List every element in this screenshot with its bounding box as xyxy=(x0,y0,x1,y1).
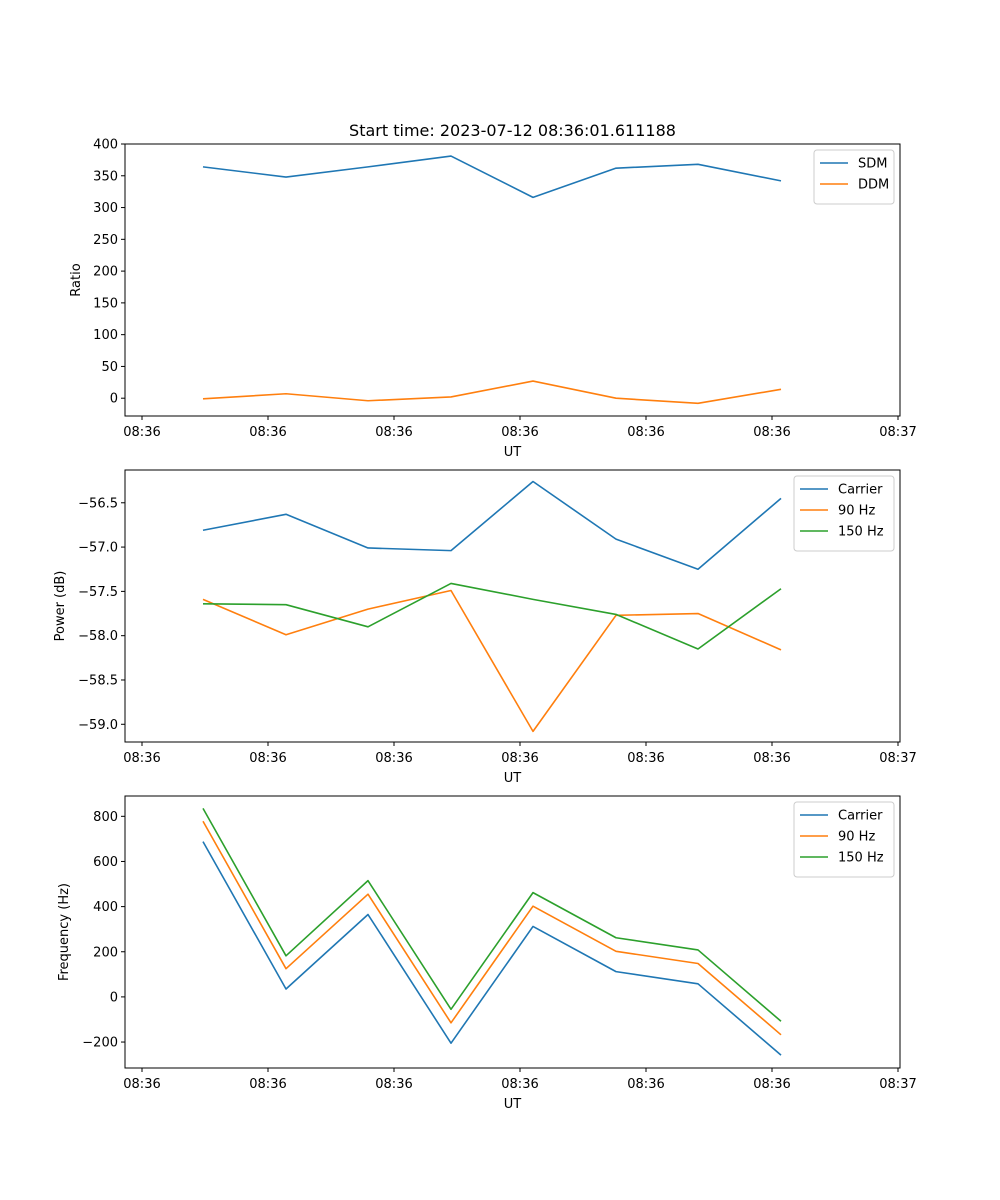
y-tick-label: −56.5 xyxy=(78,496,118,511)
legend-label: 150 Hz xyxy=(838,525,884,540)
y-tick-label: 400 xyxy=(93,900,118,915)
x-tick-label: 08:36 xyxy=(627,751,664,766)
x-tick-label: 08:36 xyxy=(249,425,286,440)
legend: Carrier 90 Hz 150 Hz xyxy=(793,475,895,552)
y-tick-label: −58.0 xyxy=(78,629,118,644)
x-axis-label: UT xyxy=(504,771,522,786)
legend-label: SDM xyxy=(858,157,887,172)
legend-label: Carrier xyxy=(838,809,883,824)
y-tick-label: 0 xyxy=(110,392,118,407)
chart-panel-3: −200 0 200 400 600 800 08:36 08:36 08:36 08:36 08:… xyxy=(57,795,917,1112)
x-tick-label: 08:37 xyxy=(879,751,916,766)
x-tick-label: 08:36 xyxy=(753,1077,790,1092)
legend-label: DDM xyxy=(858,178,889,193)
x-tick-label: 08:37 xyxy=(879,1077,916,1092)
y-tick-label: −200 xyxy=(82,1036,118,1051)
x-tick-label: 08:36 xyxy=(753,751,790,766)
series-line-90-hz xyxy=(202,589,782,733)
x-axis-label: UT xyxy=(504,445,522,460)
x-tick-label: 08:36 xyxy=(123,1077,160,1092)
y-axis-label: Ratio xyxy=(69,263,84,296)
x-tick-label: 08:36 xyxy=(375,1077,412,1092)
y-tick-label: −59.0 xyxy=(78,718,118,733)
axes-frame xyxy=(124,795,901,1069)
y-tick-label: 300 xyxy=(93,201,118,216)
legend-box xyxy=(793,801,895,878)
x-tick-label: 08:36 xyxy=(501,751,538,766)
y-tick-label: 350 xyxy=(93,169,118,184)
series-line-90-hz xyxy=(202,820,782,1036)
x-tick-label: 08:36 xyxy=(627,425,664,440)
legend-label: 90 Hz xyxy=(838,504,875,519)
legend: SDM DDM xyxy=(813,149,895,205)
y-tick-label: 200 xyxy=(93,945,118,960)
y-tick-label: 600 xyxy=(93,855,118,870)
y-tick-label: 200 xyxy=(93,265,118,280)
y-axis-label: Power (dB) xyxy=(53,571,68,642)
chart-panel-1: Start time: 2023-07-12 08:36:01.611188 0 5… xyxy=(69,121,917,460)
y-tick-label: −58.5 xyxy=(78,673,118,688)
chart-panel-2: −59.0 −58.5 −58.0 −57.5 −57.0 −56.5 08:36 08:36… xyxy=(53,469,917,786)
chart-title: Start time: 2023-07-12 08:36:01.611188 xyxy=(349,121,676,140)
x-tick-label: 08:37 xyxy=(879,425,916,440)
x-tick-label: 08:36 xyxy=(123,425,160,440)
y-axis-label: Frequency (Hz) xyxy=(57,883,72,981)
series-line-ddm xyxy=(202,380,782,405)
series-line-150-hz xyxy=(202,582,782,650)
y-tick-label: −57.0 xyxy=(78,541,118,556)
legend-label: 90 Hz xyxy=(838,830,875,845)
x-tick-label: 08:36 xyxy=(501,425,538,440)
y-tick-label: 100 xyxy=(93,328,118,343)
x-tick-label: 08:36 xyxy=(249,1077,286,1092)
x-tick-label: 08:36 xyxy=(627,1077,664,1092)
x-tick-label: 08:36 xyxy=(375,751,412,766)
series-line-carrier xyxy=(202,480,782,571)
x-tick-label: 08:36 xyxy=(249,751,286,766)
x-tick-label: 08:36 xyxy=(501,1077,538,1092)
y-tick-label: 800 xyxy=(93,810,118,825)
legend-label: 150 Hz xyxy=(838,851,884,866)
x-tick-label: 08:36 xyxy=(753,425,790,440)
y-tick-label: 50 xyxy=(101,360,118,375)
axes-frame xyxy=(124,143,901,417)
legend-label: Carrier xyxy=(838,483,883,498)
legend-box xyxy=(793,475,895,552)
y-tick-label: 150 xyxy=(93,296,118,311)
axes-frame xyxy=(124,469,901,743)
y-tick-label: 0 xyxy=(110,990,118,1005)
y-tick-label: −57.5 xyxy=(78,585,118,600)
y-tick-label: 250 xyxy=(93,233,118,248)
x-axis-label: UT xyxy=(504,1097,522,1112)
x-tick-label: 08:36 xyxy=(123,751,160,766)
series-line-carrier xyxy=(202,841,782,1056)
legend: Carrier 90 Hz 150 Hz xyxy=(793,801,895,878)
series-line-150-hz xyxy=(202,808,782,1022)
x-tick-label: 08:36 xyxy=(375,425,412,440)
y-tick-label: 400 xyxy=(93,138,118,153)
series-line-sdm xyxy=(202,155,782,199)
